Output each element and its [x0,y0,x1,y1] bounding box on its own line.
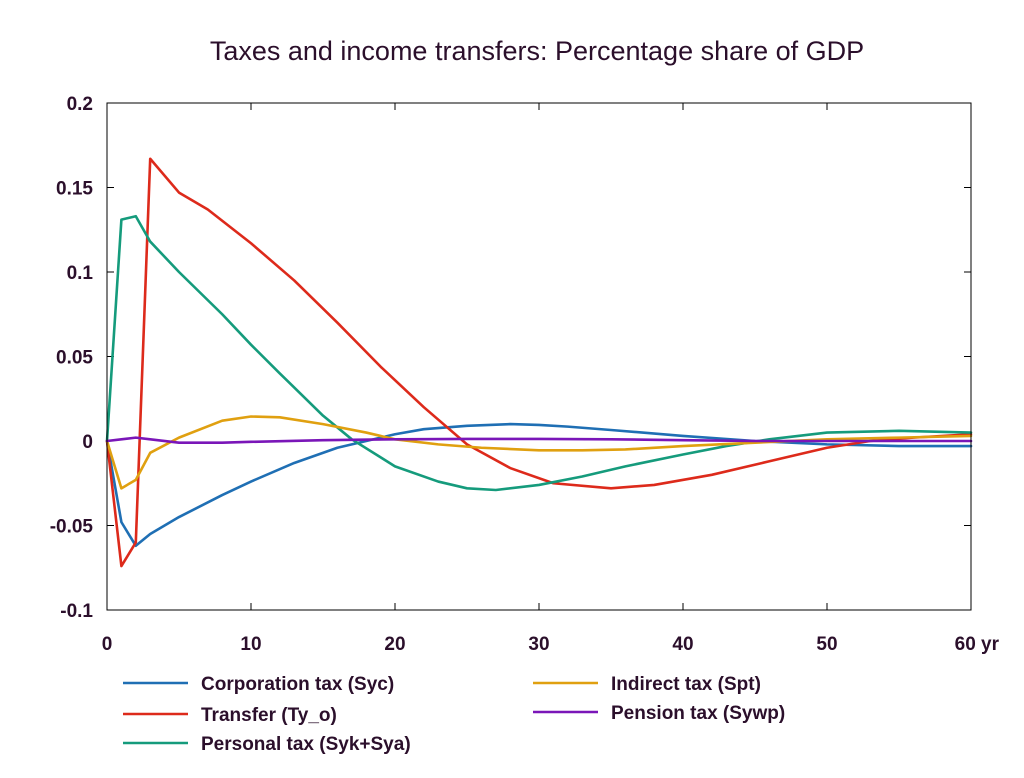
x-tick-label: 10 [240,634,261,655]
y-tick-label: 0.15 [56,179,93,200]
legend-label-3: Indirect tax (Spt) [611,674,761,695]
x-tick-label: 0 [102,634,113,655]
legend-label-0: Corporation tax (Syc) [201,674,394,695]
y-tick-label: 0.05 [56,348,93,369]
x-tick-label: 50 [816,634,837,655]
axis-ticks: -0.1 -0.05 0 0.05 0.1 0.15 0.2 0 10 20 30 40 50 60 yr [50,94,1000,655]
x-tick-label: 30 [528,634,549,655]
series-line-1 [105,157,973,568]
plot-area-frame [106,102,972,611]
legend-label-2: Personal tax (Syk+Sya) [201,734,411,755]
x-tick-label: 20 [384,634,405,655]
series-line-0 [105,422,973,548]
series-line-2 [105,214,973,492]
x-tick-label: 60 yr [955,634,1000,655]
series-lines [105,157,973,568]
legend-label-4: Pension tax (Sywp) [611,703,785,724]
y-tick-label: 0.1 [67,263,94,284]
legend-label-1: Transfer (Ty_o) [201,705,337,726]
chart-title: Taxes and income transfers: Percentage s… [210,36,864,66]
legend: Corporation tax (Syc) Transfer (Ty_o) Pers… [123,674,785,755]
series-line-4 [105,436,973,444]
y-tick-label: -0.1 [60,601,93,622]
x-tick-label: 40 [672,634,693,655]
y-tick-label: 0 [82,432,93,453]
y-tick-label: -0.05 [50,517,94,538]
y-tick-label: 0.2 [67,94,93,115]
